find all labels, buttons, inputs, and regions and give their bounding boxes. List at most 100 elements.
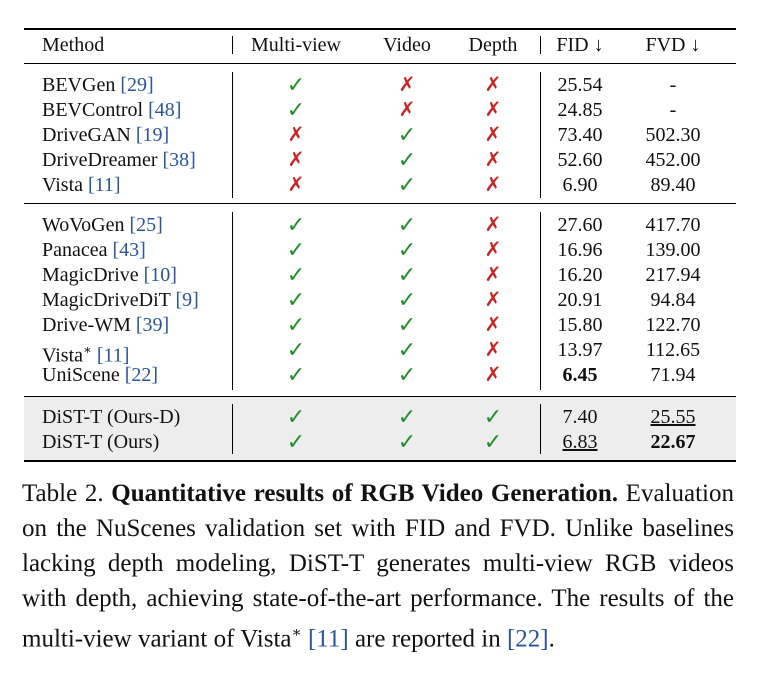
cross-icon: ✗ — [398, 74, 416, 96]
cross-icon: ✗ — [484, 149, 502, 171]
check-icon: ✓ — [286, 72, 306, 97]
fvd-value: 139.00 — [645, 239, 701, 261]
check-icon: ✓ — [397, 287, 417, 312]
table-top-rule — [24, 28, 736, 30]
method-name: MagicDriveDiT [9] — [42, 287, 199, 313]
method-name: DiST-T (Ours) — [42, 429, 159, 455]
fvd-value: 25.55 — [650, 406, 696, 428]
caption-superscript: ∗ — [291, 625, 302, 641]
method-citation[interactable]: [48] — [148, 99, 182, 121]
cross-icon: ✗ — [287, 149, 305, 171]
method-name: UniScene [22] — [42, 362, 158, 388]
check-icon: ✓ — [397, 404, 417, 429]
table-caption: Table 2. Quantitative results of RGB Vid… — [22, 476, 734, 656]
cross-icon: ✗ — [287, 124, 305, 146]
method-label: BEVControl — [42, 99, 149, 121]
cross-icon: ✗ — [484, 124, 502, 146]
cross-icon: ✗ — [484, 314, 502, 336]
method-name: Panacea [43] — [42, 237, 146, 263]
fid-value: 7.40 — [562, 406, 598, 428]
caption-title: Quantitative results of RGB Video Genera… — [111, 480, 618, 507]
method-name: MagicDrive [10] — [42, 262, 177, 288]
method-name: WoVoGen [25] — [42, 212, 163, 238]
check-icon: ✓ — [286, 262, 306, 287]
caption-citation-1[interactable]: [11] — [307, 625, 349, 653]
method-label: DriveDreamer — [42, 149, 163, 171]
cross-icon: ✗ — [484, 339, 502, 361]
cross-icon: ✗ — [484, 174, 502, 196]
column-divider-method-g1 — [232, 72, 233, 198]
cross-icon: ✗ — [287, 174, 305, 196]
check-icon: ✓ — [397, 237, 417, 262]
column-divider-metrics-g3 — [540, 404, 541, 454]
method-label: WoVoGen — [42, 214, 130, 236]
cross-icon: ✗ — [484, 289, 502, 311]
check-icon: ✓ — [286, 362, 306, 387]
method-label: Vista — [42, 174, 89, 196]
fid-value: 16.20 — [557, 264, 603, 286]
method-label: BEVGen — [42, 74, 121, 96]
method-citation[interactable]: [25] — [129, 214, 163, 236]
method-citation[interactable]: [39] — [135, 314, 170, 336]
check-icon: ✓ — [397, 147, 417, 172]
cross-icon: ✗ — [398, 99, 416, 121]
fvd-value: 112.65 — [645, 339, 701, 361]
method-citation[interactable]: [38] — [162, 149, 196, 171]
method-label: DriveGAN — [42, 124, 136, 146]
fid-value: 24.85 — [557, 99, 603, 121]
fid-value: 16.96 — [557, 239, 603, 261]
header-method: Method — [42, 34, 105, 56]
check-icon: ✓ — [286, 312, 306, 337]
fid-value: 6.45 — [562, 364, 598, 386]
fvd-value: 452.00 — [645, 149, 701, 171]
check-icon: ✓ — [286, 404, 306, 429]
fvd-value: 94.84 — [650, 289, 696, 311]
method-label: MagicDrive — [42, 264, 144, 286]
method-citation[interactable]: [9] — [175, 289, 199, 311]
group-rule-1 — [24, 203, 736, 204]
method-label: DiST-T (Ours) — [42, 431, 160, 453]
method-citation[interactable]: [11] — [96, 344, 130, 367]
column-divider-metrics — [540, 36, 541, 54]
caption-citation-2[interactable]: [22] — [506, 625, 549, 653]
fid-value: 20.91 — [557, 289, 603, 311]
cross-icon: ✗ — [484, 264, 502, 286]
header-rule — [24, 63, 736, 64]
method-label: DiST-T (Ours-D) — [42, 406, 181, 428]
check-icon: ✓ — [286, 429, 306, 454]
method-name: Vista∗ [11] — [42, 337, 129, 369]
cross-icon: ✗ — [484, 99, 502, 121]
method-label: Panacea — [42, 239, 113, 261]
fvd-value: 22.67 — [650, 431, 696, 453]
method-name: DriveDreamer [38] — [42, 147, 196, 173]
fvd-value: 417.70 — [645, 214, 701, 236]
check-icon: ✓ — [397, 262, 417, 287]
check-icon: ✓ — [286, 237, 306, 262]
method-citation[interactable]: [22] — [124, 364, 159, 386]
ours-shading — [24, 396, 736, 461]
cross-icon: ✗ — [484, 364, 502, 386]
table-bottom-rule — [24, 460, 736, 462]
fid-value: 52.60 — [557, 149, 603, 171]
cross-icon: ✗ — [484, 239, 502, 261]
fid-value: 13.97 — [557, 339, 603, 361]
cross-icon: ✗ — [484, 74, 502, 96]
check-icon: ✓ — [483, 429, 503, 454]
method-citation[interactable]: [19] — [135, 124, 170, 146]
caption-text-3: . — [548, 625, 555, 653]
method-name: Vista [11] — [42, 172, 121, 198]
method-label: MagicDriveDiT — [42, 289, 176, 311]
method-name: Drive-WM [39] — [42, 312, 169, 338]
check-icon: ✓ — [397, 337, 417, 362]
method-name: DiST-T (Ours-D) — [42, 404, 180, 430]
method-citation[interactable]: [43] — [112, 239, 146, 261]
fid-value: 6.90 — [562, 174, 598, 196]
method-label: UniScene — [42, 364, 125, 386]
method-citation[interactable]: [11] — [88, 174, 121, 196]
fid-value: 25.54 — [557, 74, 603, 96]
method-name: BEVGen [29] — [42, 72, 154, 98]
fid-value: 73.40 — [557, 124, 603, 146]
method-citation[interactable]: [10] — [143, 264, 177, 286]
check-icon: ✓ — [397, 362, 417, 387]
method-citation[interactable]: [29] — [120, 74, 154, 96]
